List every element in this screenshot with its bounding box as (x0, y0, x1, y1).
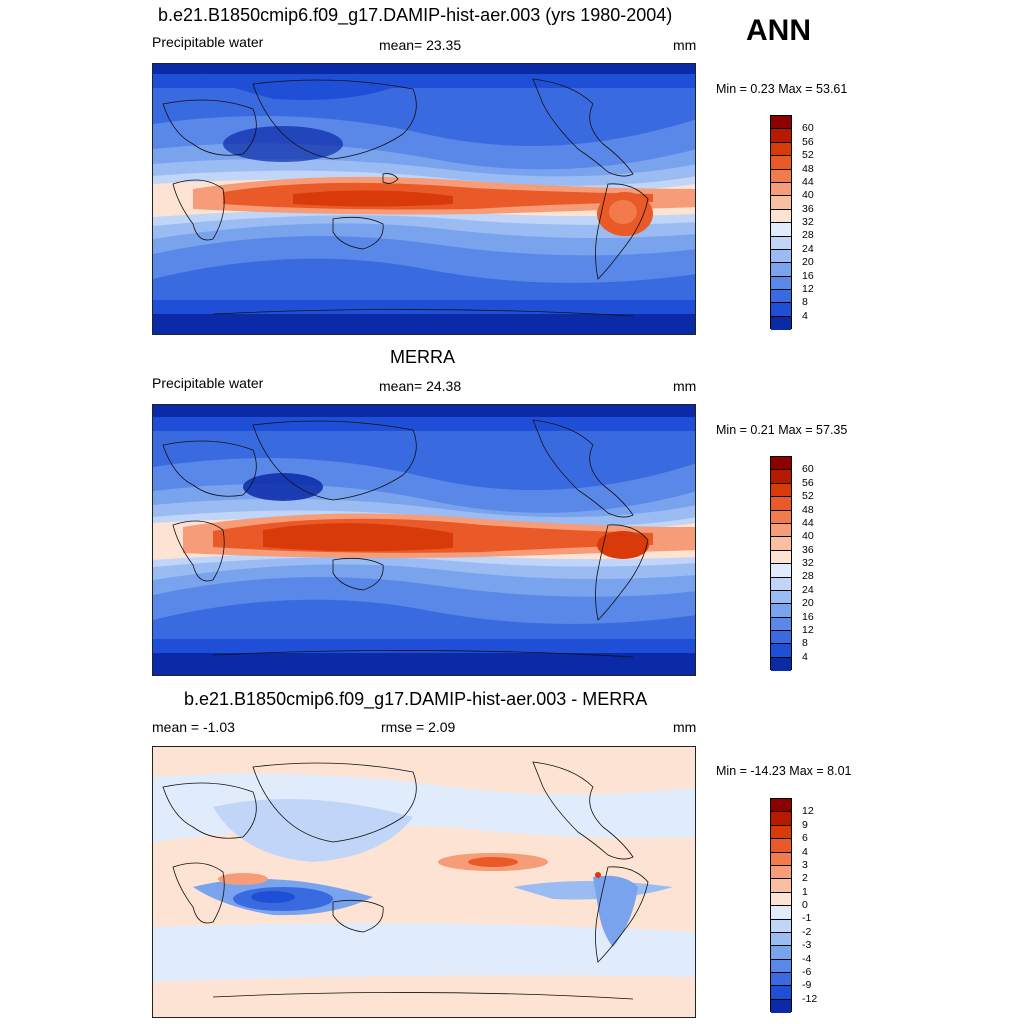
tick-label: 3 (802, 858, 808, 871)
tick-label: -4 (802, 952, 812, 965)
tick-label: 8 (802, 296, 808, 309)
panel-title: MERRA (390, 347, 456, 367)
units-label: mm (673, 378, 697, 394)
tick-label: 40 (802, 530, 814, 543)
tick-label: 52 (802, 490, 814, 503)
tick-label: 60 (802, 463, 814, 476)
tick-label: 20 (802, 597, 814, 610)
tick-label: -12 (802, 992, 818, 1005)
mean-label: mean= 23.35 (379, 37, 462, 53)
tick-label: 28 (802, 229, 814, 242)
map-plot (152, 63, 696, 335)
panel-title: b.e21.B1850cmip6.f09_g17.DAMIP-hist-aer.… (184, 689, 648, 709)
tick-label: 44 (802, 175, 814, 188)
tick-label: 28 (802, 570, 814, 583)
tick-label: -1 (802, 912, 812, 925)
rmse-label: rmse = 2.09 (381, 719, 456, 735)
tick-label: 12 (802, 282, 814, 295)
season-label: ANN (746, 14, 811, 47)
minmax-label: Min = 0.23 Max = 53.61 (716, 82, 848, 96)
tick-label: 24 (802, 242, 814, 255)
tick-label: 12 (802, 623, 814, 636)
tick-label: 52 (802, 149, 814, 162)
tick-label: 4 (802, 650, 808, 663)
tick-label: 4 (802, 845, 808, 858)
variable-label: Precipitable water (152, 375, 264, 391)
tick-label: 32 (802, 216, 814, 228)
minmax-label: Min = -14.23 Max = 8.01 (716, 764, 852, 778)
colorbar (770, 798, 792, 1014)
map-plot (152, 404, 696, 676)
tick-label: -3 (802, 939, 812, 952)
map-field (153, 405, 695, 675)
map-plot (152, 746, 696, 1018)
tick-label: 48 (802, 503, 814, 516)
tick-label: 24 (802, 583, 814, 596)
tick-label: 60 (802, 122, 814, 135)
tick-label: 32 (802, 557, 814, 569)
tick-label: -6 (802, 965, 812, 978)
units-label: mm (673, 719, 697, 735)
tick-label: 56 (802, 476, 814, 489)
minmax-label: Min = 0.21 Max = 57.35 (716, 423, 848, 437)
tick-label: 16 (802, 269, 814, 282)
tick-label: 6 (802, 832, 808, 845)
tick-label: 12 (802, 805, 814, 818)
tick-label: 40 (802, 189, 814, 202)
mean-label: mean= 24.38 (379, 378, 462, 394)
tick-label: 56 (802, 135, 814, 148)
tick-label: 36 (802, 202, 814, 215)
tick-label: 1 (802, 885, 808, 898)
tick-label: 9 (802, 818, 808, 831)
units-label: mm (673, 37, 697, 53)
variable-label: Precipitable water (152, 34, 264, 50)
colorbar (770, 456, 792, 672)
tick-label: 44 (802, 516, 814, 529)
tick-label: 0 (802, 899, 808, 911)
tick-label: 36 (802, 543, 814, 556)
tick-label: 48 (802, 162, 814, 175)
tick-label: 20 (802, 256, 814, 269)
tick-label: 16 (802, 610, 814, 623)
mean-label: mean = -1.03 (152, 719, 235, 735)
tick-label: -9 (802, 979, 812, 992)
colorbar (770, 115, 792, 331)
tick-label: -2 (802, 925, 812, 938)
panel-title: b.e21.B1850cmip6.f09_g17.DAMIP-hist-aer.… (158, 5, 673, 25)
tick-label: 2 (802, 872, 808, 885)
tick-label: 4 (802, 309, 808, 322)
map-diff (153, 747, 695, 1017)
tick-label: 8 (802, 637, 808, 650)
map-field (153, 64, 695, 334)
